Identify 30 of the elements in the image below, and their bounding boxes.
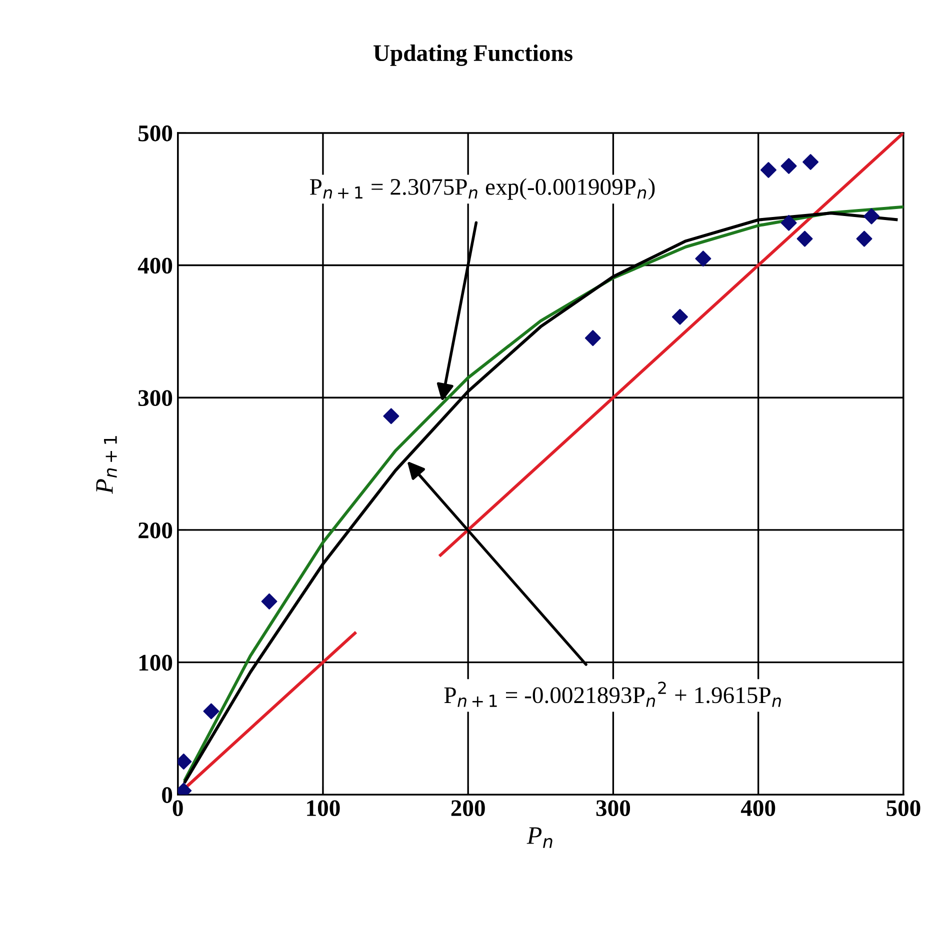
- x-tick-label: 200: [451, 800, 485, 816]
- x-axis-title: P$_{n}$: [526, 827, 552, 848]
- point: [672, 308, 688, 325]
- y-tick-label: 500: [138, 125, 172, 142]
- x-tick-label: 0: [172, 800, 183, 816]
- point: [802, 154, 819, 170]
- y-tick-label: 100: [139, 654, 172, 671]
- y-tick-label: 400: [138, 258, 172, 274]
- point: [203, 703, 220, 720]
- y-tick-label: 200: [138, 522, 172, 538]
- point: [856, 230, 872, 247]
- point: [383, 408, 400, 424]
- x-tick-label: 500: [886, 800, 920, 816]
- point: [584, 330, 601, 346]
- annotation: P$_{n+1}$ = -0.0021893P$_{n}$$^{2}$ + 1.9615P$_{n}$: [444, 682, 781, 707]
- y-tick-label: 0: [162, 787, 172, 804]
- point: [796, 230, 813, 247]
- x-tick-label: 400: [740, 800, 776, 816]
- point: [261, 593, 278, 610]
- point: [695, 250, 712, 267]
- x-tick-label: 300: [596, 800, 630, 816]
- y-tick-label: 300: [138, 390, 172, 406]
- point: [760, 162, 776, 178]
- y-axis-title: P$_{n+1}$: [96, 436, 117, 494]
- point: [780, 158, 797, 174]
- chart-title: Updating Functions: [374, 44, 572, 66]
- point: [864, 208, 880, 224]
- x-tick-label: 100: [307, 800, 340, 816]
- point: [780, 214, 797, 231]
- annotation: P$_{n+1}$ = 2.3075P$_{n}$ exp(-0.001909P$_{n}$): [310, 178, 655, 200]
